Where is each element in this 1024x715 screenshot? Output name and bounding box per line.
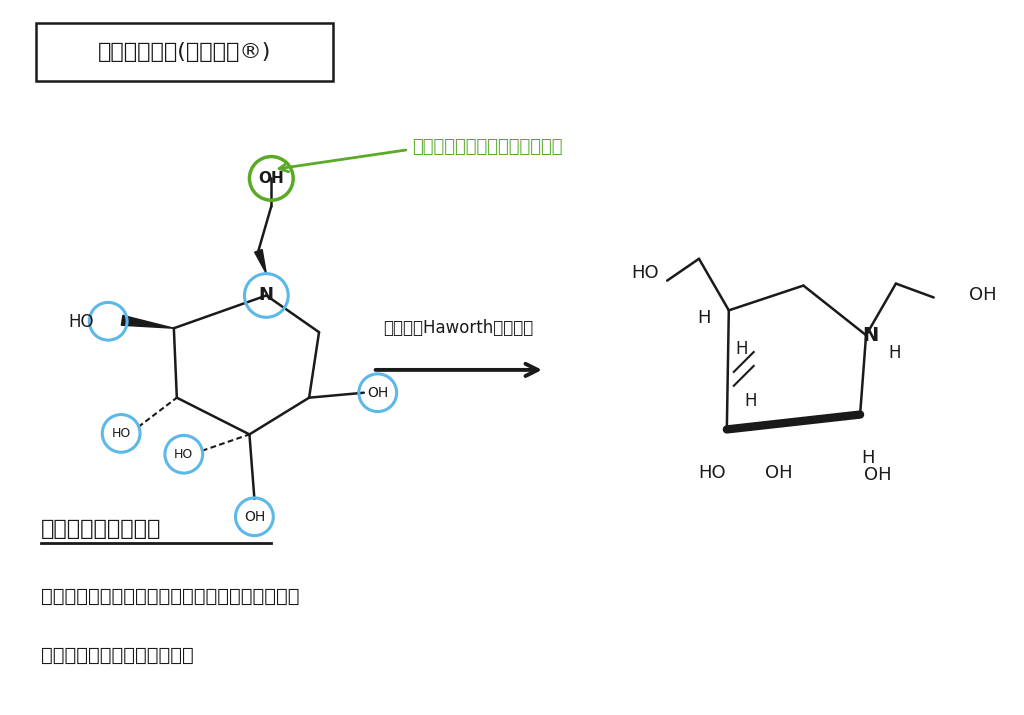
Text: H: H — [888, 344, 900, 362]
Polygon shape — [122, 315, 174, 328]
Text: HO: HO — [698, 464, 726, 482]
Text: H: H — [697, 310, 711, 327]
Text: OH: OH — [368, 385, 388, 400]
Text: H: H — [744, 392, 757, 410]
Text: OH: OH — [244, 510, 265, 524]
Text: OH: OH — [864, 466, 892, 484]
Text: H: H — [735, 340, 748, 358]
Text: ミグリトールに特有の水素結合: ミグリトールに特有の水素結合 — [413, 138, 563, 156]
Text: HO: HO — [632, 264, 659, 282]
Text: OH: OH — [258, 171, 285, 186]
Text: 最も単糖構造に近い: 最も単糖構造に近い — [41, 518, 161, 538]
Text: OH: OH — [969, 287, 996, 305]
Polygon shape — [255, 250, 266, 274]
Text: HO: HO — [174, 448, 194, 460]
Text: N: N — [862, 325, 879, 345]
Text: OH: OH — [765, 464, 793, 482]
Text: N: N — [259, 287, 273, 305]
FancyBboxPatch shape — [36, 23, 333, 82]
Text: ハース（Haworth）投影式: ハース（Haworth）投影式 — [383, 319, 534, 337]
Text: H: H — [861, 449, 874, 468]
Text: ・ラクターゼ、トレハラーゼへの阻害活性も持つ: ・ラクターゼ、トレハラーゼへの阻害活性も持つ — [41, 586, 299, 606]
Text: ・小腸上部で吸収されやすい: ・小腸上部で吸収されやすい — [41, 646, 194, 665]
Text: ミグリトール(セイブル®): ミグリトール(セイブル®) — [97, 42, 271, 62]
Text: HO: HO — [112, 427, 131, 440]
Text: HO: HO — [69, 313, 94, 331]
